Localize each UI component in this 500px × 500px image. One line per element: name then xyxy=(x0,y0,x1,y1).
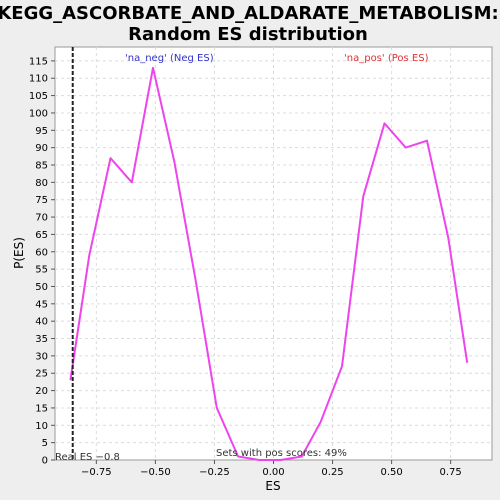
y-tick-label: 65 xyxy=(35,230,48,241)
y-tick-label: 40 xyxy=(35,317,48,328)
x-tick-label: −0.25 xyxy=(199,467,230,478)
y-tick-label: 45 xyxy=(35,299,48,310)
y-tick-label: 55 xyxy=(35,265,48,276)
x-tick-label: 0.50 xyxy=(380,467,402,478)
y-tick-label: 115 xyxy=(29,56,48,67)
y-tick-label: 30 xyxy=(35,351,48,362)
y-tick-label: 25 xyxy=(35,369,48,380)
y-tick-label: 20 xyxy=(35,386,48,397)
series-line-0 xyxy=(69,66,469,461)
y-tick-label: 0 xyxy=(42,456,48,467)
x-tick-label: 0.00 xyxy=(262,467,284,478)
y-tick-label: 90 xyxy=(35,143,48,154)
y-axis-label: P(ES) xyxy=(12,237,26,269)
y-tick-label: 80 xyxy=(35,178,48,189)
y-axis: 0 5 10 15 20 25 30 35 40 45 50 55 60 65 70 75 80 85 90 95 10… xyxy=(29,56,55,467)
x-tick-label: −0.50 xyxy=(140,467,171,478)
y-tick-label: 70 xyxy=(35,213,48,224)
legend-neg-es: 'na_neg' (Neg ES) xyxy=(125,53,214,64)
x-tick-label: 0.25 xyxy=(321,467,343,478)
legend-pos-es: 'na_pos' (Pos ES) xyxy=(344,53,429,64)
y-tick-label: 5 xyxy=(42,438,48,449)
series-layer xyxy=(69,66,469,461)
x-axis: −0.75 −0.50 −0.25 0.00 0.25 0.50 0.75 xyxy=(81,460,462,478)
y-tick-label: 10 xyxy=(35,421,48,432)
y-tick-label: 105 xyxy=(29,91,48,102)
y-tick-label: 35 xyxy=(35,334,48,345)
y-tick-label: 15 xyxy=(35,403,48,414)
y-tick-label: 75 xyxy=(35,195,48,206)
y-tick-label: 100 xyxy=(29,108,48,119)
chart-title-line-1: KEGG_ASCORBATE_AND_ALDARATE_METABOLISM: xyxy=(0,3,499,24)
x-tick-label: 0.75 xyxy=(440,467,462,478)
real-es-label: Real ES −0.8 xyxy=(55,452,120,463)
x-axis-label: ES xyxy=(265,479,280,493)
y-tick-label: 85 xyxy=(35,161,48,172)
y-tick-label: 50 xyxy=(35,282,48,293)
y-tick-label: 95 xyxy=(35,126,48,137)
y-tick-label: 60 xyxy=(35,247,48,258)
y-tick-label: 110 xyxy=(29,74,48,85)
chart-title-line-2: Random ES distribution xyxy=(128,24,368,45)
pos-scores-label: Sets with pos scores: 49% xyxy=(216,448,347,459)
x-tick-label: −0.75 xyxy=(81,467,112,478)
